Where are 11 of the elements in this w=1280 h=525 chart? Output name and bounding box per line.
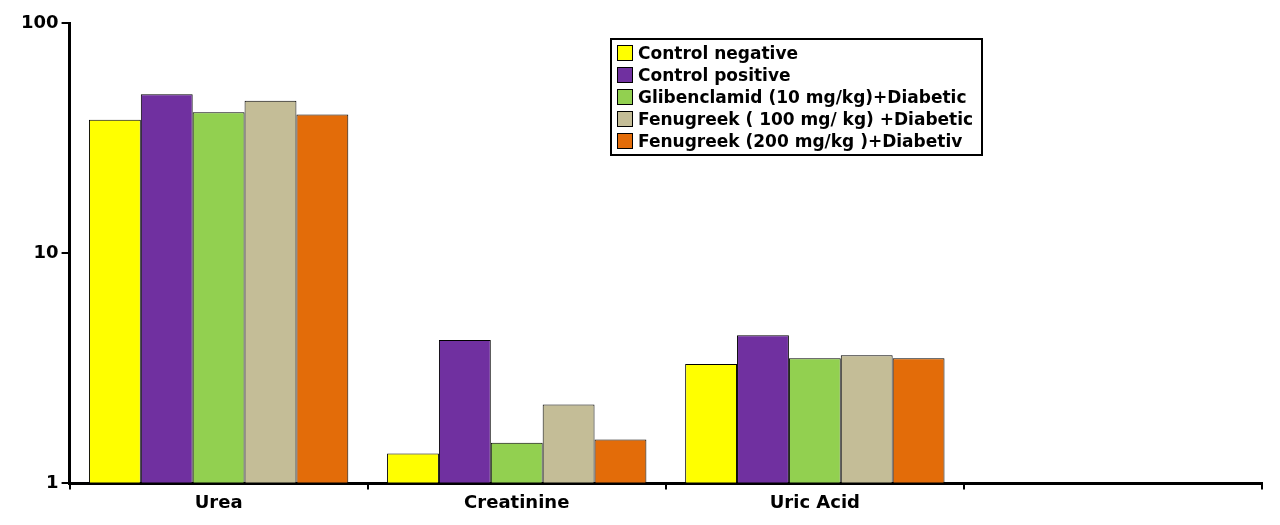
x-tick-label: Creatinine xyxy=(464,490,570,512)
y-tick-label: 10 xyxy=(33,240,59,262)
legend-label: Fenugreek (200 mg/kg )+Diabetiv xyxy=(638,130,963,152)
x-tick-label: Uric Acid xyxy=(769,490,860,512)
x-tick-label: Urea xyxy=(194,490,243,512)
legend-label: Control positive xyxy=(638,64,791,86)
legend-label: Fenugreek ( 100 mg/ kg) +Diabetic xyxy=(638,108,974,130)
y-tick-label: 1 xyxy=(46,471,59,493)
legend-label: Control negative xyxy=(638,42,799,64)
y-tick-label: 100 xyxy=(21,10,59,32)
legend-label: Glibenclamid (10 mg/kg)+Diabetic xyxy=(638,86,967,108)
